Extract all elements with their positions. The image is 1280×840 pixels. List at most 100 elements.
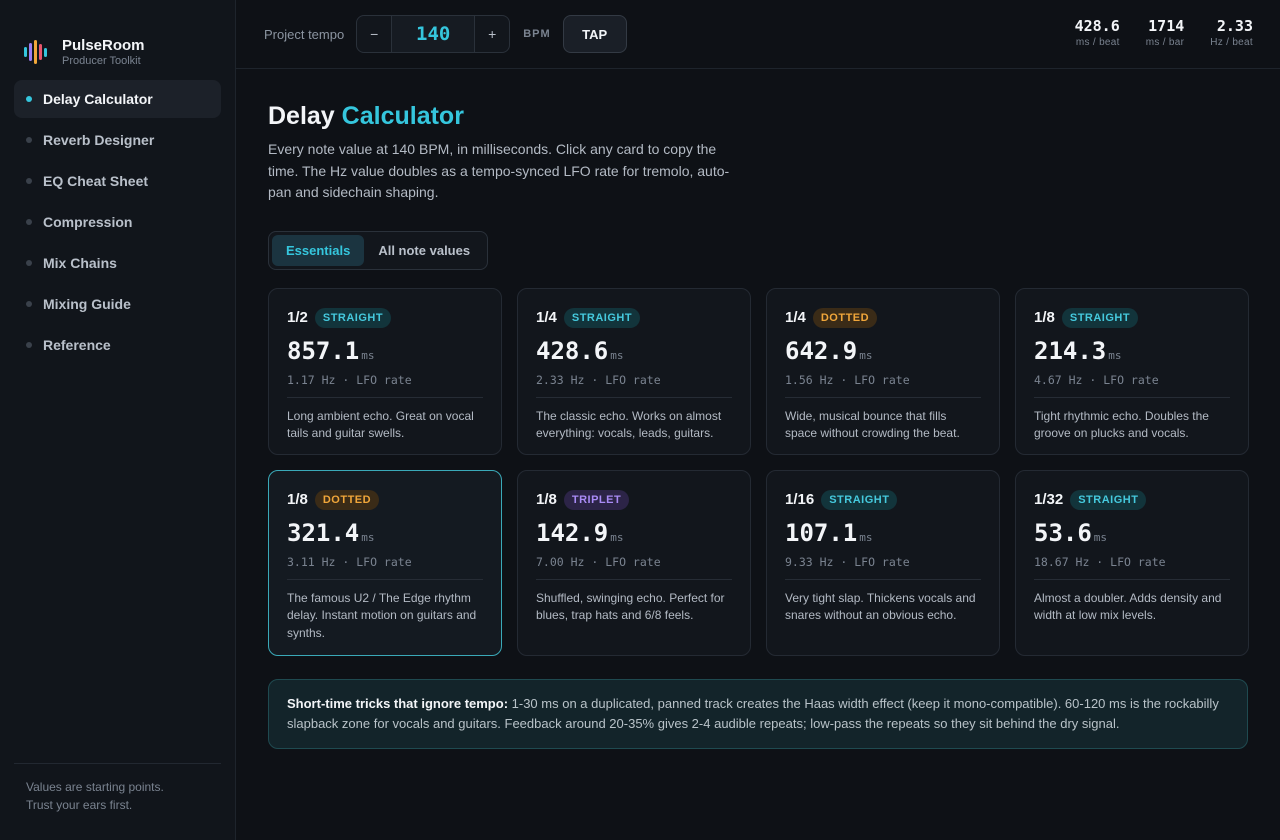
note-value-tabs: Essentials All note values: [268, 230, 489, 270]
tempo-input[interactable]: 140: [391, 16, 476, 52]
lfo-rate: 4.67 Hz · LFO rate: [1034, 372, 1159, 387]
page-title-main: Delay: [268, 102, 335, 130]
card-description: Wide, musical bounce that fills space wi…: [785, 408, 960, 441]
card-divider: [1034, 396, 1230, 398]
brand[interactable]: PulseRoom Producer Toolkit: [0, 0, 235, 80]
delay-ms-value: 642.9: [785, 336, 858, 365]
note-value: 1/8: [536, 491, 557, 508]
delay-card[interactable]: 1/32 STRAIGHT 53.6 ms 18.67 Hz · LFO rat…: [1015, 469, 1249, 656]
sidebar-item-label: Mixing Guide: [43, 296, 131, 312]
delay-calculator-section: Delay Calculator Every note value at 140…: [236, 69, 1280, 749]
stat-ms-per-bar: 1714 ms / bar: [1146, 17, 1185, 50]
decrement-tempo-button[interactable]: −: [370, 26, 379, 42]
card-divider: [287, 578, 483, 580]
stat-hz-per-beat: 2.33 Hz / beat: [1210, 17, 1253, 50]
lfo-rate: 1.17 Hz · LFO rate: [287, 372, 412, 387]
note-value: 1/8: [287, 491, 308, 508]
ms-unit: ms: [361, 530, 375, 544]
note-value: 1/32: [1034, 491, 1064, 508]
delay-card[interactable]: 1/4 DOTTED 642.9 ms 1.56 Hz · LFO rate W…: [766, 287, 1000, 455]
card-divider: [287, 396, 483, 398]
delay-ms-value: 428.6: [536, 336, 609, 365]
tap-tempo-button[interactable]: TAP: [562, 15, 627, 53]
tab-essentials[interactable]: Essentials: [272, 234, 365, 266]
sidebar-item-compression[interactable]: Compression: [14, 203, 221, 241]
waveform-logo-icon: [24, 40, 50, 64]
stat-unit: Hz / beat: [1210, 37, 1253, 48]
card-divider: [1034, 578, 1230, 580]
card-description: Tight rhythmic echo. Doubles the groove …: [1034, 408, 1209, 441]
sidebar-footer-note: Values are starting points. Trust your e…: [14, 763, 221, 814]
card-description: Very tight slap. Thickens vocals and sna…: [785, 590, 976, 623]
note-type-badge: DOTTED: [812, 307, 878, 328]
footer-line: Values are starting points.: [26, 780, 164, 794]
note-type-badge: STRAIGHT: [821, 489, 898, 510]
delay-card-selected[interactable]: 1/8 DOTTED 321.4 ms 3.11 Hz · LFO rate T…: [268, 469, 502, 656]
delay-card[interactable]: 1/2 STRAIGHT 857.1 ms 1.17 Hz · LFO rate…: [268, 287, 502, 455]
page-title: Delay Calculator: [268, 101, 1249, 131]
delay-card[interactable]: 1/8 TRIPLET 142.9 ms 7.00 Hz · LFO rate …: [517, 469, 751, 656]
delay-ms-value: 321.4: [287, 518, 360, 547]
sidebar-nav: Delay Calculator Reverb Designer EQ Chea…: [0, 80, 235, 364]
card-description: Shuffled, swinging echo. Perfect for blu…: [536, 590, 725, 623]
delay-card[interactable]: 1/8 STRAIGHT 214.3 ms 4.67 Hz · LFO rate…: [1015, 287, 1249, 455]
tab-all-note-values[interactable]: All note values: [378, 242, 471, 258]
tempo-toolbar: Project tempo − 140 + BPM TAP 428.6 ms /…: [236, 0, 1280, 69]
card-description: The classic echo. Works on almost everyt…: [536, 408, 722, 441]
delay-ms-value: 107.1: [785, 518, 858, 547]
dot-icon: [26, 260, 32, 266]
sidebar-item-label: Reverb Designer: [43, 132, 155, 148]
sidebar-item-label: Delay Calculator: [43, 91, 153, 107]
note-value: 1/4: [536, 309, 557, 326]
ms-unit: ms: [610, 530, 624, 544]
tip-body: 1-30 ms on a duplicated, panned track cr…: [287, 695, 1219, 731]
stat-unit: ms / beat: [1075, 37, 1120, 48]
dot-icon: [26, 178, 32, 184]
stat-ms-per-beat: 428.6 ms / beat: [1075, 17, 1120, 50]
dot-icon: [26, 301, 32, 307]
stat-value: 2.33: [1216, 17, 1253, 35]
ms-unit: ms: [859, 348, 873, 362]
sidebar-item-reverb-designer[interactable]: Reverb Designer: [14, 121, 221, 159]
short-time-tips-callout: Short-time tricks that ignore tempo: 1-3…: [268, 678, 1248, 749]
ms-unit: ms: [610, 348, 624, 362]
page-title-accent: Calculator: [341, 102, 464, 130]
lfo-rate: 18.67 Hz · LFO rate: [1034, 554, 1166, 569]
lfo-rate: 2.33 Hz · LFO rate: [536, 372, 661, 387]
sidebar-item-reference[interactable]: Reference: [14, 326, 221, 364]
delay-ms-value: 142.9: [536, 518, 609, 547]
sidebar-item-label: Mix Chains: [43, 255, 117, 271]
card-description: Long ambient echo. Great on vocal tails …: [287, 408, 474, 441]
note-value: 1/2: [287, 309, 308, 326]
note-type-badge: STRAIGHT: [1070, 489, 1147, 510]
note-value: 1/16: [785, 491, 815, 508]
sidebar-item-eq-cheat-sheet[interactable]: EQ Cheat Sheet: [14, 162, 221, 200]
sidebar-item-label: Compression: [43, 214, 133, 230]
delay-card[interactable]: 1/16 STRAIGHT 107.1 ms 9.33 Hz · LFO rat…: [766, 469, 1000, 656]
tempo-stats: 428.6 ms / beat 1714 ms / bar 2.33 Hz / …: [1075, 17, 1253, 50]
stat-value: 428.6: [1074, 17, 1120, 35]
sidebar-item-mix-chains[interactable]: Mix Chains: [14, 244, 221, 282]
sidebar-item-mixing-guide[interactable]: Mixing Guide: [14, 285, 221, 323]
note-type-badge: STRAIGHT: [314, 307, 392, 328]
dot-icon: [26, 342, 32, 348]
brand-subtitle: Producer Toolkit: [62, 54, 141, 67]
tempo-label: Project tempo: [264, 26, 345, 42]
note-type-badge: STRAIGHT: [1061, 307, 1139, 328]
lfo-rate: 3.11 Hz · LFO rate: [287, 554, 412, 569]
page-description: Every note value at 140 BPM, in millisec…: [268, 141, 730, 200]
delay-card[interactable]: 1/4 STRAIGHT 428.6 ms 2.33 Hz · LFO rate…: [517, 287, 751, 455]
increment-tempo-button[interactable]: +: [488, 26, 497, 42]
card-divider: [785, 396, 981, 398]
delay-ms-value: 53.6: [1034, 518, 1092, 547]
main-content: Project tempo − 140 + BPM TAP 428.6 ms /…: [236, 0, 1280, 840]
brand-name: PulseRoom: [62, 36, 145, 54]
sidebar-item-delay-calculator[interactable]: Delay Calculator: [14, 80, 221, 118]
tip-title: Short-time tricks that ignore tempo:: [287, 695, 509, 711]
tempo-stepper: − 140 +: [356, 15, 511, 53]
ms-unit: ms: [1093, 530, 1108, 544]
card-divider: [536, 578, 732, 580]
footer-line: Trust your ears first.: [26, 798, 133, 812]
note-value: 1/4: [785, 309, 806, 326]
card-description: The famous U2 / The Edge rhythm delay. I…: [287, 590, 477, 640]
